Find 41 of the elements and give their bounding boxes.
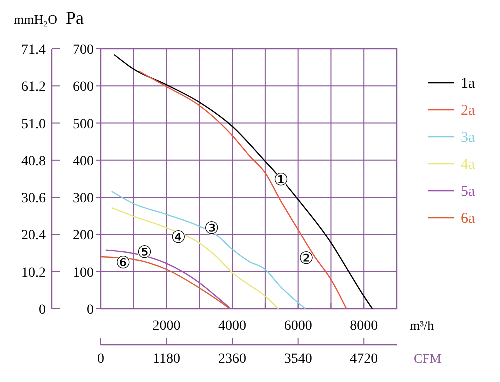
- y2-tick-label: 61.2: [22, 80, 46, 96]
- y-tick-label: 600: [73, 80, 94, 96]
- annotation: ⑤: [137, 242, 152, 263]
- x2-tick-label: 0: [98, 352, 104, 367]
- y-tick-label: 300: [73, 192, 94, 207]
- y-tick-label: 700: [73, 43, 94, 58]
- x-tick-label: 6000: [284, 319, 312, 334]
- y-tick-label: 0: [87, 303, 94, 318]
- annotation: ④: [170, 228, 186, 248]
- y2-tick-label: 40.8: [22, 154, 46, 170]
- annotation: ⑥: [116, 254, 131, 274]
- legend-label: 6a: [461, 211, 476, 227]
- y-tick-label: 100: [73, 266, 94, 281]
- legend-label: 3a: [461, 130, 476, 146]
- y2-tick-label: 71.4: [22, 43, 46, 58]
- y-tick-label: 500: [73, 117, 94, 132]
- legend-label: 5a: [461, 184, 476, 200]
- y2-tick-label: 0: [39, 303, 46, 318]
- y-tick-label: 200: [73, 228, 94, 244]
- legend-label: 2a: [461, 103, 476, 119]
- x2-axis-title: CFM: [414, 351, 442, 366]
- y2-axis-title: mmH₂O: [14, 12, 58, 27]
- y2-tick-label: 20.4: [22, 228, 46, 244]
- x2-tick-label: 2360: [218, 352, 247, 367]
- annotation: ②: [298, 249, 314, 270]
- legend-label: 1a: [461, 76, 476, 92]
- annotation: ①: [274, 170, 289, 191]
- x2-tick-label: 3540: [284, 352, 312, 367]
- y2-tick-label: 51.0: [22, 117, 46, 132]
- x2-tick-label: 1180: [153, 352, 181, 367]
- annotation: ③: [204, 219, 220, 240]
- y-tick-label: 400: [73, 154, 94, 170]
- x-tick-label: 4000: [218, 319, 247, 334]
- legend-label: 4a: [461, 157, 476, 173]
- x-tick-label: 2000: [152, 319, 181, 334]
- x2-tick-label: 4720: [350, 352, 378, 367]
- y2-tick-label: 30.6: [22, 192, 46, 207]
- y-axis-title: Pa: [66, 8, 84, 28]
- x-tick-label: 8000: [350, 319, 378, 334]
- x-axis-title: m³/h: [410, 318, 435, 333]
- y2-tick-label: 10.2: [22, 266, 46, 281]
